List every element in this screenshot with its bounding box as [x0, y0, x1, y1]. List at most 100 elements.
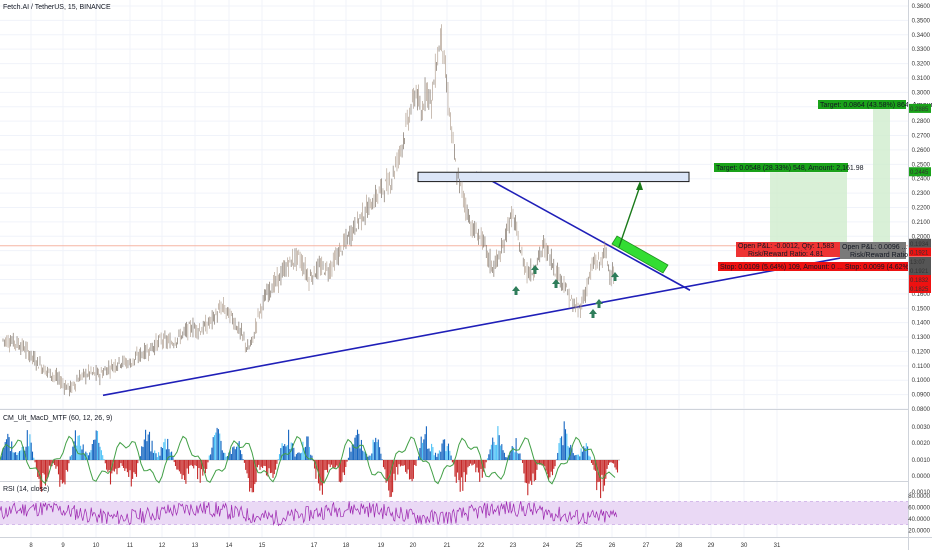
time-tick-label: 23: [510, 543, 517, 549]
up-arrow-marker: [595, 299, 603, 308]
up-arrow-marker: [589, 309, 597, 318]
price-tick-label: 0.1100: [912, 364, 931, 370]
time-tick-label: 11: [127, 543, 134, 549]
position-tools[interactable]: Target: 0.0548 (28.33%) 548, Amount: 2,1…: [714, 100, 932, 271]
time-tick-label: 22: [478, 543, 485, 549]
price-tag: [909, 167, 931, 177]
time-tick-label: 25: [576, 543, 583, 549]
price-tick-label: 0.3500: [912, 18, 931, 24]
time-tick-label: 24: [543, 543, 550, 549]
up-arrow-marker: [611, 272, 619, 281]
price-tick-label: 0.2000: [912, 234, 931, 240]
price-tick-label: 0.2200: [912, 206, 931, 212]
breakout-box[interactable]: [611, 235, 669, 274]
time-axis[interactable]: 8 9 10 11 12 13 14 15 17 18 19 20 21 22 23 24 25 26 27 28 29…: [29, 543, 781, 549]
time-tick-label: 10: [93, 543, 100, 549]
price-tag-label: 0.2885: [910, 107, 929, 113]
price-tick-label: 0.2300: [912, 191, 931, 197]
resistance-zone-box[interactable]: [417, 171, 690, 183]
time-tick-label: 28: [676, 543, 683, 549]
up-arrow-marker: [512, 286, 520, 295]
price-tick-label: 0.2600: [912, 148, 931, 154]
price-tick-label: 0.1400: [912, 321, 931, 327]
rsi-tick-label: 60.0000: [908, 505, 930, 511]
pattern-markers: [512, 265, 619, 318]
price-tick-label: 0.1500: [912, 306, 931, 312]
time-tick-label: 17: [311, 543, 318, 549]
target-label-box[interactable]: [818, 100, 906, 109]
price-tick-label: 0.2100: [912, 220, 931, 226]
order-label-box[interactable]: [736, 242, 848, 257]
price-tag-label: 0.1921: [910, 251, 929, 257]
price-tick-label: 0.3200: [912, 62, 931, 68]
price-tick-label: 0.3300: [912, 47, 931, 53]
up-arrow-marker: [531, 265, 539, 274]
rsi-pane[interactable]: 80.0000 60.0000 40.0000 20.0000: [0, 494, 931, 535]
macd-title: CM_Ult_MacD_MTF (60, 12, 26, 9): [3, 415, 112, 422]
stop-label-box[interactable]: [718, 262, 908, 271]
resistance-trendline[interactable]: [475, 171, 691, 291]
time-tick-label: 12: [159, 543, 166, 549]
price-tag: [909, 238, 931, 248]
macd-tick-label: 0.0020: [912, 441, 931, 447]
price-tag: [909, 275, 931, 284]
time-tick-label: 21: [444, 543, 451, 549]
entry-label-line: Open P&L: 0.0096 ...: [842, 244, 907, 251]
rsi-tick-label: 80.0000: [908, 494, 930, 500]
price-tick-label: 0.1200: [912, 349, 931, 355]
projection-arrow[interactable]: [618, 185, 641, 248]
price-tag: [909, 266, 931, 275]
entry-label-line: Risk/Reward Ratio: [850, 252, 908, 259]
resistance-zone[interactable]: [417, 171, 690, 274]
price-tick-label: 0.1600: [912, 292, 931, 298]
macd-tick-label: 0.0010: [912, 458, 931, 464]
price-tag-label: 0.1934: [910, 242, 929, 248]
price-tick-label: 0.0800: [912, 407, 931, 413]
target-label: Target: 0.0864 (43.58%) 864, Amount: [820, 102, 932, 109]
time-tick-label: 9: [61, 543, 65, 549]
order-label-line: Open P&L: -0.0012, Qty: 1,583: [738, 243, 834, 250]
time-tick-label: 29: [708, 543, 715, 549]
price-tick-label: 0.3600: [912, 4, 931, 10]
price-tag-label: 0.1825: [910, 287, 929, 293]
target-label-box[interactable]: [714, 163, 848, 172]
price-axis[interactable]: 0.3600 0.3500 0.3400 0.3300 0.3200 0.3100 0.30…: [909, 4, 931, 413]
time-tick-label: 19: [378, 543, 385, 549]
time-tick-label: 30: [741, 543, 748, 549]
price-tag-label: 0.2445: [910, 170, 929, 176]
time-tick-label: 27: [643, 543, 650, 549]
rsi-tick-label: 20.0000: [908, 528, 930, 534]
symbol-title: Fetch.AI / TetherUS, 15, BINANCE: [3, 4, 111, 11]
time-tick-label: 8: [29, 543, 33, 549]
time-tick-label: 26: [609, 543, 616, 549]
price-tag: [909, 284, 931, 293]
price-tick-label: 0.1300: [912, 335, 931, 341]
rsi-title: RSI (14, close): [3, 486, 49, 493]
time-tick-label: 14: [226, 543, 233, 549]
macd-pane[interactable]: 0.0030 0.0020 0.0010 0.0000 -0.0010: [0, 421, 931, 499]
rsi-line: [0, 501, 618, 527]
price-tick-label: 0.2400: [912, 177, 931, 183]
entry-label-box[interactable]: [840, 242, 906, 259]
price-tick-label: 0.0900: [912, 393, 931, 399]
support-trendline[interactable]: [102, 254, 856, 397]
stop-label: Stop: 0.0109 (5.64%) 109, Amount: 0 ... …: [720, 264, 911, 271]
target-zone: [770, 172, 847, 246]
price-pane[interactable]: Target: 0.0548 (28.33%) 548, Amount: 2,1…: [0, 0, 932, 537]
macd-tick-label: 0.0030: [912, 425, 931, 431]
time-tick-label: 15: [259, 543, 266, 549]
price-tick-label: 0.1000: [912, 378, 931, 384]
up-arrow-marker: [552, 279, 560, 288]
price-tag-label: 0.1832: [910, 278, 929, 284]
price-tick-label: 0.2700: [912, 134, 931, 140]
price-tick-label: 0.3400: [912, 33, 931, 39]
macd-tick-label: 0.0000: [912, 474, 931, 480]
time-tick-label: 18: [343, 543, 350, 549]
price-tag: [909, 257, 931, 266]
trendlines[interactable]: [102, 171, 856, 397]
macd-tick-label: -0.0010: [910, 490, 931, 496]
price-tick-label: 0.2800: [912, 119, 931, 125]
